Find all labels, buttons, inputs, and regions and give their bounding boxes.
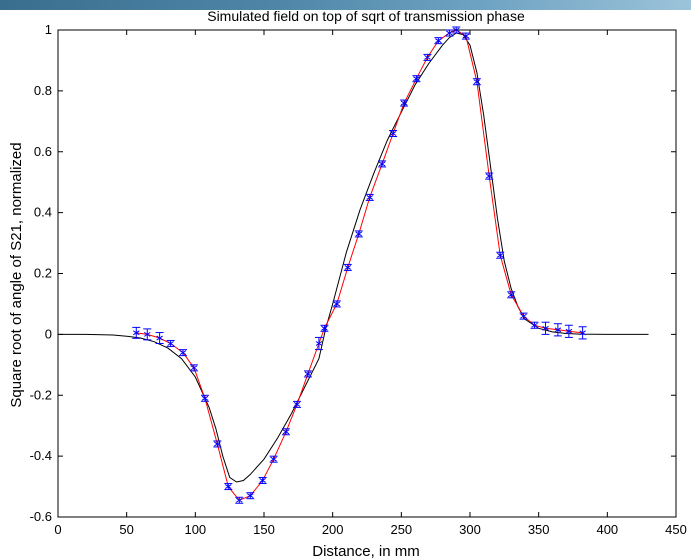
chart-title: Simulated field on top of sqrt of transm… [207,8,525,24]
measured-point [281,428,290,436]
x-tick-label: 0 [54,522,61,537]
measured-point [354,230,363,238]
measured-point [578,326,587,340]
measured-point [365,193,374,201]
measured-point [292,400,301,408]
x-tick-label: 150 [253,522,275,537]
window-title-strip [0,0,691,10]
simulated-field-line [58,32,649,483]
measured-point [178,349,187,357]
y-tick-label: 0.8 [34,83,52,98]
measured-point [434,37,443,45]
x-tick-label: 50 [119,522,133,537]
measured-point [166,339,175,348]
measured-point [303,370,312,378]
measured-point [496,251,505,259]
fit-line [136,29,583,501]
x-axis-label: Distance, in mm [312,543,420,558]
measured-point [412,75,421,83]
measured-point [213,440,222,448]
x-tick-label: 450 [665,522,687,537]
measured-point [541,321,550,335]
measured-point [143,328,152,341]
measured-point [224,483,233,491]
x-tick-label: 200 [322,522,344,537]
x-tick-label: 250 [390,522,412,537]
measured-point [423,53,432,61]
measured-point [269,455,278,463]
measured-point [461,32,470,40]
y-tick-label: -0.6 [30,509,52,524]
y-tick-label: -0.2 [30,387,52,402]
y-tick-label: 0.4 [34,205,52,220]
measured-point [564,324,573,338]
measured-point [246,492,255,500]
measured-point [314,336,323,351]
y-tick-label: -0.4 [30,448,52,463]
measured-point [155,332,164,345]
y-tick-label: 0.2 [34,266,52,281]
measured-point [472,78,481,86]
x-tick-label: 100 [184,522,206,537]
measured-point [200,394,209,402]
measured-point [258,476,267,484]
measured-point [445,29,454,37]
measured-point [519,312,528,320]
measured-point [343,263,352,271]
measured-point [530,321,539,329]
measured-point [235,496,244,504]
measured-point [132,326,141,339]
measured-point [507,291,516,299]
measured-point [452,26,461,34]
y-tick-label: 0.6 [34,144,52,159]
x-tick-label: 300 [459,522,481,537]
y-tick-label: 0 [45,326,52,341]
x-tick-label: 400 [596,522,618,537]
measured-point [400,99,409,107]
measured-point [378,160,387,168]
y-axis-label: Square root of angle of S21, normalized [8,142,25,407]
measured-point [389,129,398,137]
measured-point [189,364,198,372]
measured-point [485,172,494,180]
x-tick-label: 350 [528,522,550,537]
measured-point [320,324,329,332]
measured-point [553,323,562,337]
plot-frame [57,29,677,518]
measured-point [332,300,341,308]
y-tick-label: 1 [45,22,52,37]
